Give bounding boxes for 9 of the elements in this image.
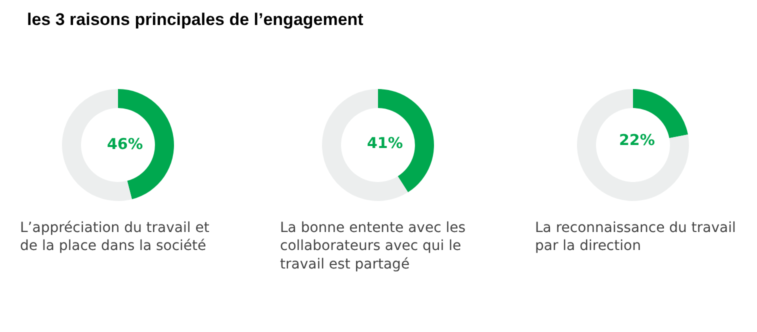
text: La bonne entente avec les collaborateurs avec qui le travail est partagé xyxy=(280,220,466,272)
chart-title: les 3 raisons principales de l’engagement xyxy=(27,10,364,29)
data-label: 46% xyxy=(107,135,143,153)
donut-slice xyxy=(322,89,408,201)
donut-slice xyxy=(577,89,689,201)
text: L’appréciation du travail et de la place dans la société xyxy=(20,220,210,254)
data-label: 41% xyxy=(367,134,403,152)
text: La reconnaissance du travail par la direction xyxy=(535,220,736,254)
data-label: 22% xyxy=(619,131,655,149)
